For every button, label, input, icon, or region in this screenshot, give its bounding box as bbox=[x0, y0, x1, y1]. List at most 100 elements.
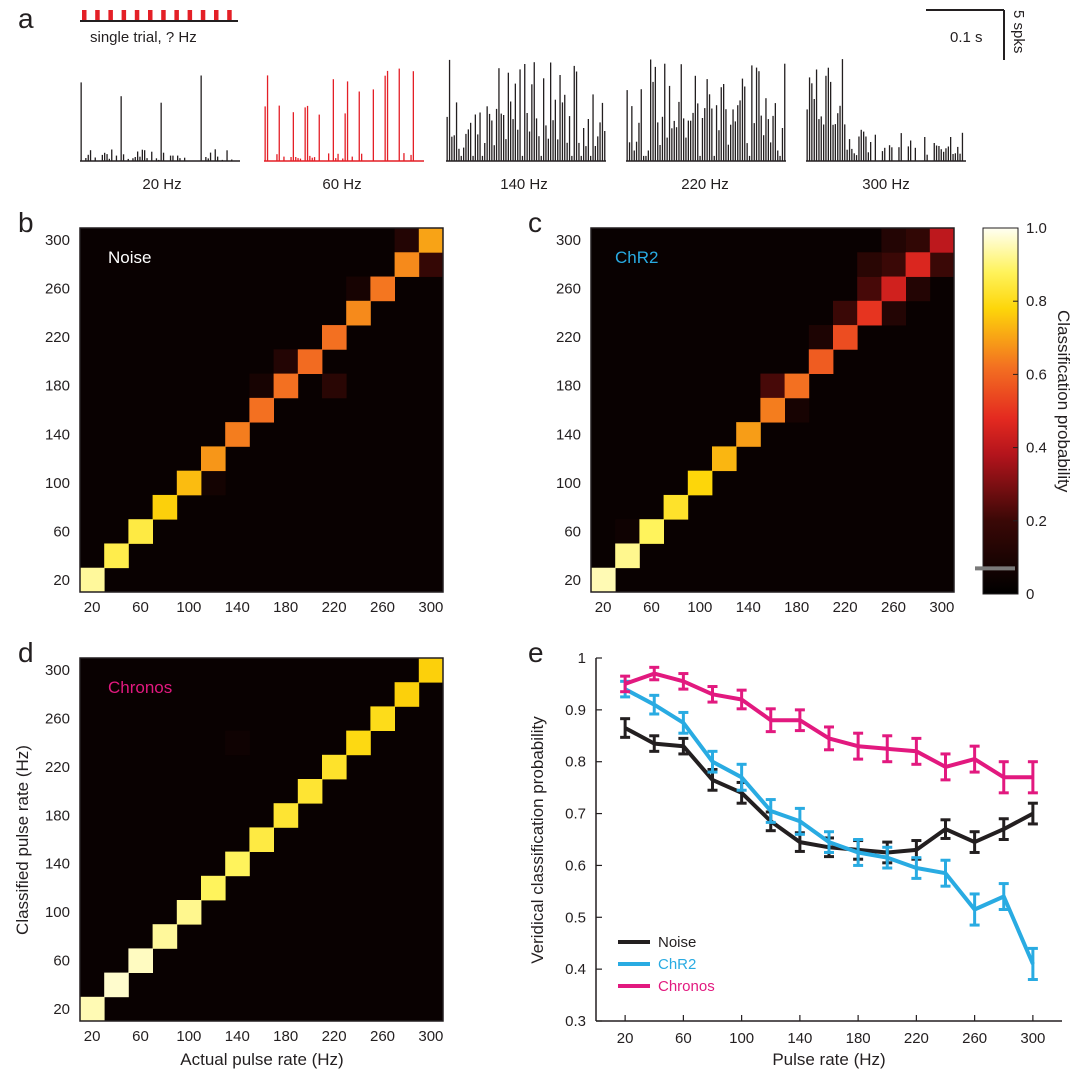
psth-bar bbox=[652, 81, 654, 161]
psth-bar bbox=[784, 63, 786, 162]
psth-bar bbox=[403, 153, 405, 161]
heatmap-cell bbox=[128, 948, 153, 973]
heatmap-cell bbox=[249, 397, 274, 423]
heatmap-cell bbox=[322, 373, 347, 399]
psth-bar bbox=[328, 153, 330, 161]
panel-letter-a: a bbox=[18, 3, 34, 34]
psth-bar bbox=[453, 135, 455, 161]
heatmap-cell bbox=[176, 470, 202, 496]
psth-bar bbox=[777, 150, 779, 161]
x-tick-label: 180 bbox=[846, 1030, 871, 1047]
psth-bar bbox=[169, 155, 172, 161]
psth-bar bbox=[398, 68, 400, 161]
y-tick-label: 300 bbox=[45, 662, 70, 679]
psth-bar bbox=[725, 109, 727, 161]
psth-bar bbox=[160, 102, 162, 161]
psth-bar bbox=[564, 94, 566, 161]
psth-bar bbox=[517, 129, 519, 161]
psth-bar bbox=[957, 146, 959, 161]
colorbar-tick-label: 0.4 bbox=[1026, 440, 1047, 457]
heatmap-cell bbox=[152, 494, 178, 520]
heatmap-cell bbox=[833, 325, 858, 350]
psth-300hz bbox=[806, 59, 966, 162]
x-tick-label: 260 bbox=[370, 599, 395, 616]
psth-bar bbox=[132, 158, 134, 161]
heatmap-cell bbox=[201, 470, 226, 496]
psth-bar bbox=[552, 120, 554, 161]
heatmap-cell bbox=[929, 252, 955, 277]
colorbar-tick-label: 0.8 bbox=[1026, 293, 1047, 310]
psth-bar bbox=[144, 150, 146, 161]
psth-bar bbox=[647, 150, 649, 161]
psth-bar bbox=[507, 72, 509, 161]
panel-a-psth: single trial, ? Hz 0.1 s 5 spks 20 Hz 60… bbox=[80, 9, 1027, 193]
legend: Noise ChR2 Chronos bbox=[618, 934, 715, 995]
heatmap-cell bbox=[784, 373, 810, 399]
psth-bar bbox=[505, 139, 507, 161]
psth-bar bbox=[540, 155, 542, 161]
psth-bar bbox=[954, 153, 956, 161]
pulse-mark bbox=[161, 10, 166, 21]
x-tick-label: 20 bbox=[84, 599, 101, 616]
psth-bar bbox=[690, 120, 692, 161]
heatmap-cell bbox=[881, 252, 906, 277]
psth-bar bbox=[104, 152, 106, 161]
psth-bar bbox=[467, 129, 469, 161]
psth-bar bbox=[590, 155, 592, 161]
heatmap-cell bbox=[297, 349, 323, 374]
psth-bar bbox=[779, 155, 781, 161]
psth-bar bbox=[533, 62, 535, 162]
psth-bar bbox=[172, 155, 174, 161]
psth-bar bbox=[177, 155, 179, 161]
psth-bar bbox=[851, 148, 853, 161]
psth-bar bbox=[470, 122, 472, 161]
heatmap-cell bbox=[418, 658, 444, 683]
psth-bar bbox=[650, 59, 652, 161]
x-tick-label: 180 bbox=[273, 1028, 298, 1045]
psth-bar bbox=[231, 159, 233, 161]
panel-letter-c: c bbox=[528, 207, 542, 238]
psth-bar bbox=[645, 155, 647, 161]
pulse-mark bbox=[148, 10, 153, 21]
psth-bar bbox=[907, 146, 909, 161]
x-tick-label: 140 bbox=[225, 1028, 250, 1045]
psth-bar bbox=[626, 90, 628, 161]
psth-bar bbox=[720, 87, 722, 161]
psth-bar bbox=[561, 102, 564, 161]
legend-label: Noise bbox=[658, 934, 696, 951]
psth-bar bbox=[837, 113, 839, 161]
psth-bar bbox=[543, 78, 545, 161]
heatmap-cell bbox=[663, 494, 689, 520]
psth-bar bbox=[557, 139, 559, 161]
y-tick-label: 180 bbox=[45, 807, 70, 824]
psth-bar bbox=[730, 124, 732, 161]
psth-bar bbox=[214, 149, 216, 161]
psth-bar bbox=[900, 133, 902, 161]
psth-bar bbox=[207, 158, 209, 161]
heatmap-cell bbox=[225, 730, 250, 756]
psth-bar bbox=[926, 154, 928, 161]
y-tick-label: 60 bbox=[564, 523, 581, 540]
psth-bar bbox=[179, 158, 181, 161]
psth-bar bbox=[554, 99, 556, 161]
scale-time-label: 0.1 s bbox=[950, 29, 983, 46]
y-tick-label: 20 bbox=[564, 572, 581, 589]
y-tick-label: 220 bbox=[45, 329, 70, 346]
psth-bar bbox=[727, 144, 729, 161]
heatmap-title-chr2: ChR2 bbox=[615, 248, 658, 267]
y-tick-label: 100 bbox=[556, 475, 581, 492]
heatmap-cell bbox=[201, 875, 226, 901]
psth-bar bbox=[935, 145, 938, 161]
y-tick-label: 100 bbox=[45, 475, 70, 492]
psth-bar bbox=[841, 59, 844, 161]
psth-bar bbox=[538, 136, 540, 161]
psth-bar bbox=[592, 94, 594, 161]
psth-bar bbox=[491, 120, 493, 161]
psth-bar bbox=[575, 71, 578, 161]
psth-bar bbox=[638, 122, 640, 161]
psth-bar bbox=[640, 89, 642, 161]
psth-bar bbox=[860, 129, 862, 161]
psth-bar bbox=[815, 69, 818, 161]
psth-bar bbox=[573, 65, 575, 161]
psth-bar bbox=[446, 116, 448, 161]
